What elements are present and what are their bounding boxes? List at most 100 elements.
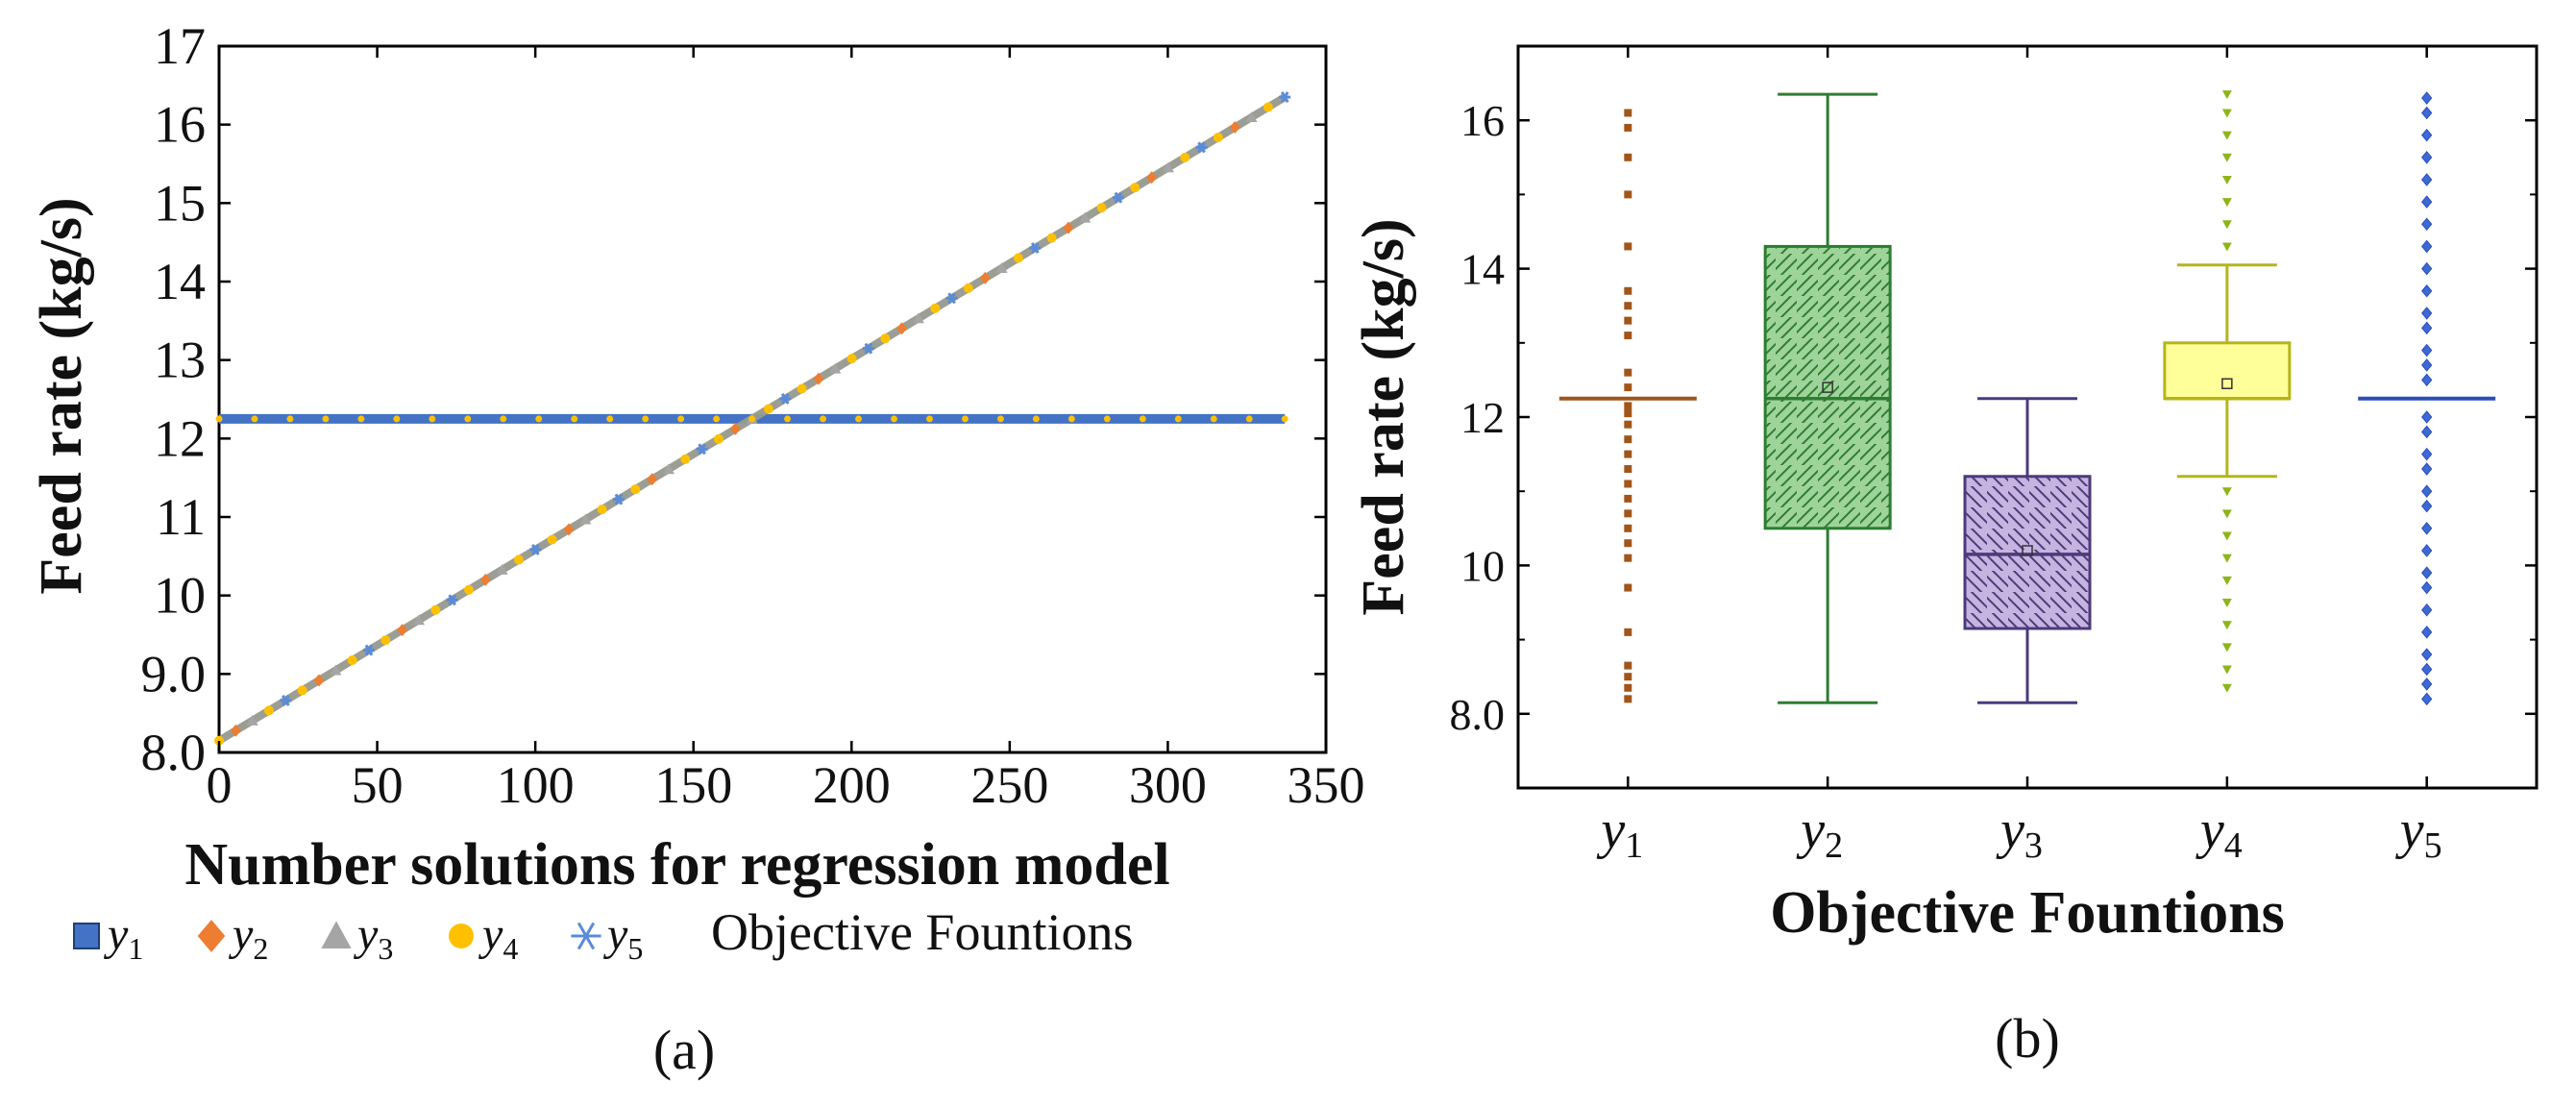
outlier-point xyxy=(1624,153,1632,161)
y-tick-label: 9.0 xyxy=(141,645,207,702)
box-body xyxy=(2163,341,2292,401)
outlier-point xyxy=(1624,123,1632,132)
point-y5 xyxy=(696,443,708,456)
point-y4 xyxy=(713,433,724,444)
outlier-point xyxy=(2421,358,2433,372)
outlier-point xyxy=(1624,450,1632,458)
box-y5 xyxy=(2358,91,2496,706)
box-hatch xyxy=(1965,476,2090,629)
point-y4-constant xyxy=(748,415,756,423)
point-y2 xyxy=(563,523,575,536)
point-y4-constant xyxy=(1210,415,1217,423)
point-y4 xyxy=(297,685,307,696)
point-y2 xyxy=(1146,171,1158,185)
point-y4-constant xyxy=(925,415,933,423)
outlier-point xyxy=(1624,286,1632,295)
outlier-point xyxy=(1624,332,1632,340)
point-y4-constant xyxy=(677,415,685,423)
outlier-point xyxy=(2221,531,2232,541)
legend-label-y1: y1 xyxy=(103,909,143,966)
y-tick-label: 17 xyxy=(154,17,206,75)
point-y3 xyxy=(496,563,508,575)
point-y4-constant xyxy=(713,415,721,423)
outlier-point xyxy=(2221,509,2232,519)
point-y3 xyxy=(995,261,1008,273)
point-y4 xyxy=(347,655,357,666)
legend-label-y4: y4 xyxy=(478,909,518,966)
point-y4 xyxy=(680,454,691,464)
point-y4 xyxy=(1180,152,1190,162)
legend-label-y3: y3 xyxy=(353,909,393,966)
point-y4 xyxy=(430,604,441,615)
point-y4 xyxy=(597,505,607,515)
point-y4 xyxy=(880,333,891,344)
point-y3 xyxy=(1162,161,1174,173)
point-y4-constant xyxy=(357,415,365,423)
panel-a-marks xyxy=(214,91,1291,746)
point-y2 xyxy=(813,372,824,385)
point-y4 xyxy=(763,404,773,414)
point-y4-constant xyxy=(1281,415,1288,423)
point-y2 xyxy=(479,573,491,586)
legend-label-y2: y2 xyxy=(228,909,268,966)
outlier-point xyxy=(1624,465,1632,474)
outlier-point xyxy=(2421,662,2433,677)
outlier-point xyxy=(2221,131,2232,140)
legend-swatch-y5 xyxy=(571,922,601,950)
point-y4-constant xyxy=(215,415,223,423)
point-y4-constant xyxy=(571,415,578,423)
outlier-point xyxy=(2221,665,2232,675)
point-y5 xyxy=(945,292,958,305)
panel-a-y-ticks: 8.0 9.0 10 11 12 13 14 15 16 17 xyxy=(141,17,1326,781)
x-tick-label: 150 xyxy=(654,756,732,814)
x-tick-label: 50 xyxy=(352,756,404,814)
point-y4 xyxy=(1046,233,1057,243)
point-y4 xyxy=(963,283,973,293)
legend-item-y3: y3 xyxy=(321,909,393,966)
point-y3 xyxy=(246,714,258,726)
legend-swatch-y2 xyxy=(197,920,226,952)
x-tick-label: 0 xyxy=(207,756,233,814)
y-tick-label: 16 xyxy=(1460,96,1505,145)
y-tick-label: 15 xyxy=(154,174,206,232)
point-y4 xyxy=(263,705,274,716)
outlier-point xyxy=(1624,316,1632,325)
x-tick-label-y1: y1 xyxy=(1596,800,1643,866)
point-y4 xyxy=(463,584,474,595)
outlier-point xyxy=(2421,447,2433,461)
outlier-point xyxy=(2221,576,2232,585)
point-y4-constant xyxy=(429,415,436,423)
point-y5 xyxy=(779,393,792,405)
y-tick-label: 8.0 xyxy=(141,724,207,781)
outlier-point xyxy=(2421,677,2433,691)
outlier-point xyxy=(2221,198,2232,208)
point-y4 xyxy=(1096,203,1107,213)
outlier-point xyxy=(1624,509,1632,518)
point-y4 xyxy=(547,534,557,545)
point-y2 xyxy=(896,322,908,335)
outlier-point xyxy=(2421,648,2433,661)
point-y5 xyxy=(1029,242,1042,254)
outlier-point xyxy=(2421,283,2433,298)
panel-a-line-chart: 8.0 9.0 10 11 12 13 14 15 16 17 0 50 100 150 200 250 30… xyxy=(29,17,1365,1081)
point-y3 xyxy=(330,664,342,676)
y-tick-label: 11 xyxy=(156,488,206,546)
point-y3 xyxy=(1245,111,1258,123)
point-y4 xyxy=(1013,253,1023,263)
point-y2 xyxy=(230,724,241,737)
point-y4-constant xyxy=(1103,415,1111,423)
outlier-point xyxy=(2221,90,2232,100)
point-y5 xyxy=(1279,91,1291,104)
outlier-point xyxy=(2221,683,2232,693)
point-y2 xyxy=(647,473,658,486)
point-y5 xyxy=(862,342,874,355)
point-y4-constant xyxy=(464,415,472,423)
point-y4-constant xyxy=(996,415,1004,423)
outlier-point xyxy=(2221,242,2232,252)
outlier-point xyxy=(1624,302,1632,310)
outlier-point xyxy=(2421,499,2433,513)
outlier-point xyxy=(2221,153,2232,162)
outlier-point xyxy=(2221,643,2232,652)
point-y4-constant xyxy=(1245,415,1253,423)
outlier-point xyxy=(2421,425,2433,439)
